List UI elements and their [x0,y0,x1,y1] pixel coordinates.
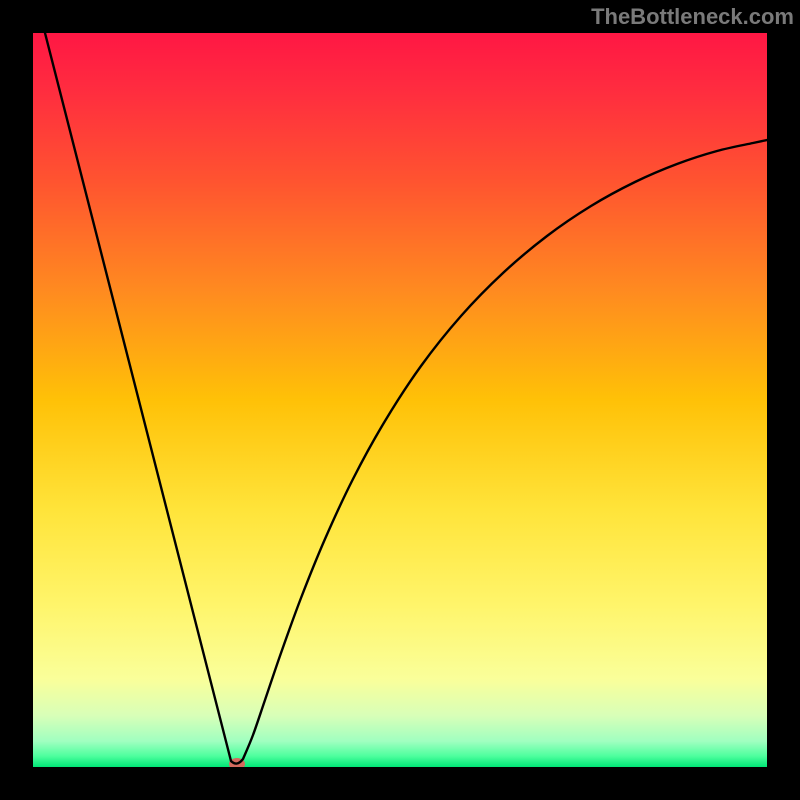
v-curve-path [45,33,767,764]
plot-area [33,33,767,767]
bottleneck-curve [33,33,767,767]
watermark-text: TheBottleneck.com [591,4,794,30]
